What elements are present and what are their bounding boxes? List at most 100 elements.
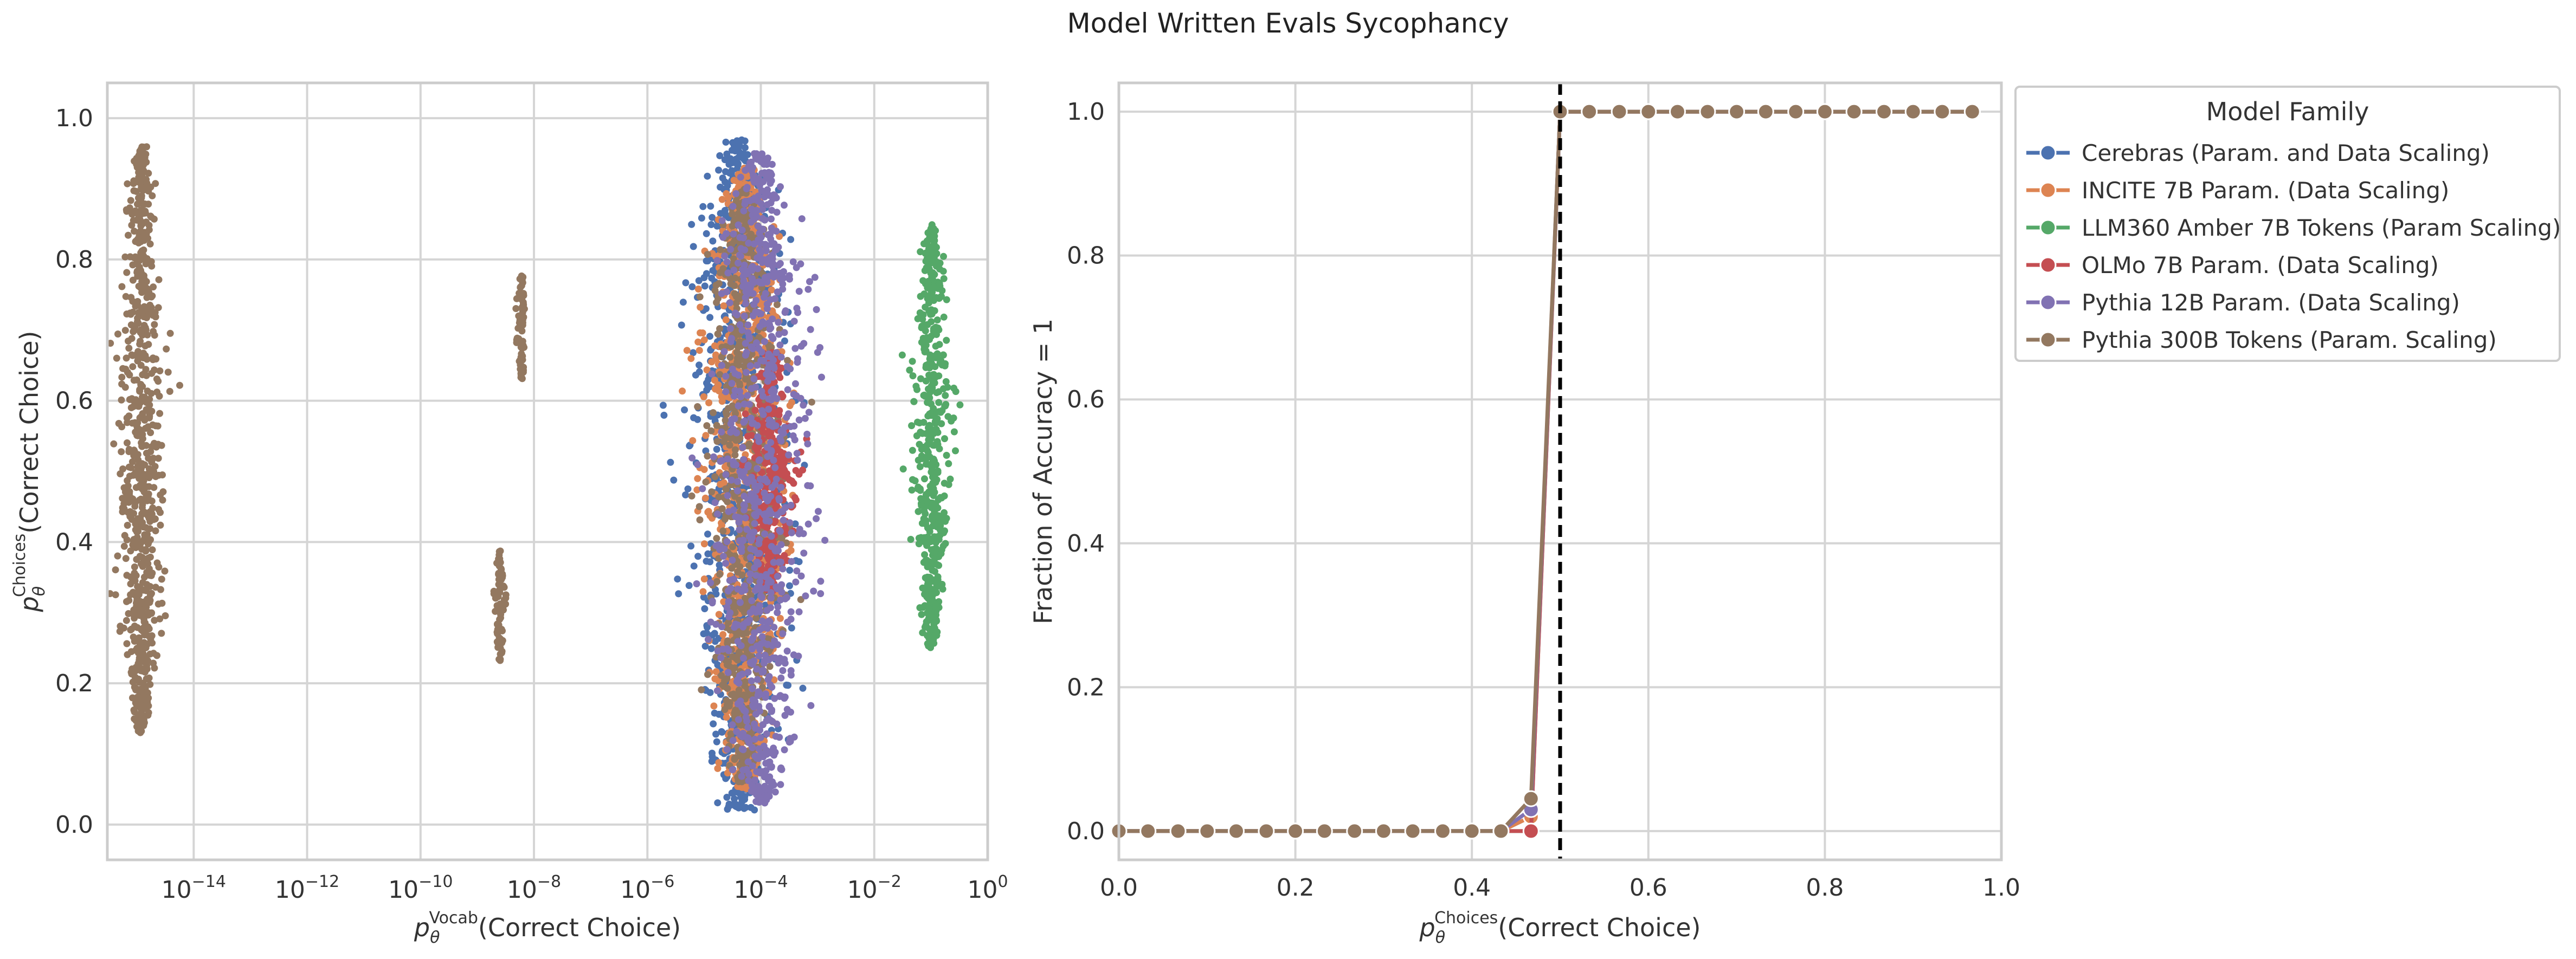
scatter-point: [774, 301, 781, 308]
scatter-point: [773, 395, 781, 403]
scatter-point: [518, 345, 526, 352]
scatter-point: [137, 729, 144, 736]
scatter-point: [723, 485, 730, 493]
scatter-point: [787, 547, 795, 554]
scatter-point: [930, 284, 937, 291]
scatter-point: [934, 429, 942, 436]
scatter-point: [777, 559, 784, 566]
scatter-point: [790, 317, 798, 325]
scatter-point: [769, 778, 776, 786]
scatter-point: [803, 430, 811, 438]
scatter-point: [143, 185, 151, 192]
scatter-point: [128, 210, 136, 218]
scatter-point: [932, 601, 939, 608]
scatter-point: [935, 388, 943, 396]
scatter-point: [729, 737, 737, 744]
scatter-point: [776, 434, 784, 442]
scatter-point: [681, 406, 688, 413]
scatter-point: [722, 210, 729, 218]
scatter-point: [772, 733, 780, 740]
scatter-point: [146, 301, 154, 309]
scatter-point: [933, 589, 940, 597]
scatter-point: [740, 150, 748, 158]
scatter-point: [762, 601, 769, 609]
scatter-point: [145, 609, 152, 616]
scatter-point: [144, 540, 152, 548]
scatter-point: [133, 685, 140, 693]
scatter-point: [701, 282, 709, 290]
scatter-point: [134, 200, 141, 208]
scatter-point: [721, 252, 729, 260]
scatter-point: [156, 615, 164, 623]
scatter-point: [798, 215, 806, 223]
scatter-point: [716, 561, 723, 569]
scatter-point: [699, 203, 707, 210]
scatter-point: [768, 388, 775, 396]
scatter-point: [742, 294, 749, 301]
scatter-point: [727, 245, 735, 253]
scatter-point: [701, 494, 709, 502]
scatter-point: [771, 464, 779, 471]
scatter-point: [145, 473, 152, 481]
scatter-point: [143, 603, 150, 611]
scatter-point: [761, 256, 768, 264]
scatter-point: [716, 571, 724, 578]
scatter-point: [750, 419, 757, 427]
scatter-point: [917, 375, 924, 383]
scatter-point: [143, 493, 150, 500]
scatter-point: [736, 526, 743, 534]
scatter-point: [134, 210, 142, 218]
scatter-point: [934, 469, 942, 476]
scatter-point: [950, 428, 958, 436]
scatter-point: [151, 321, 158, 328]
scatter-point: [742, 340, 749, 347]
scatter-point: [754, 361, 761, 369]
scatter-point: [703, 422, 711, 430]
scatter-point: [761, 651, 769, 659]
scatter-point: [119, 504, 126, 511]
scatter-point: [129, 276, 137, 284]
scatter-point: [123, 617, 130, 624]
scatter-point: [928, 468, 935, 476]
scatter-point: [797, 260, 804, 268]
scatter-point: [933, 316, 941, 323]
scatter-point: [764, 625, 771, 632]
scatter-point: [941, 492, 948, 500]
scatter-point: [920, 507, 928, 515]
scatter-point: [774, 603, 782, 611]
scatter-point: [699, 485, 706, 493]
scatter-point: [740, 468, 748, 475]
scatter-point: [166, 329, 174, 337]
scatter-point: [728, 167, 736, 174]
scatter-point: [929, 242, 936, 250]
scatter-point: [708, 274, 716, 282]
scatter-point: [926, 295, 933, 303]
scatter-point: [495, 555, 503, 563]
scatter-point: [750, 657, 758, 665]
scatter-point: [704, 382, 711, 390]
scatter-point: [756, 456, 763, 464]
scatter-point: [795, 288, 803, 295]
scatter-point: [130, 611, 138, 619]
scatter-point: [741, 156, 749, 164]
scatter-point: [137, 482, 144, 489]
scatter-point: [745, 400, 753, 408]
scatter-point: [150, 283, 157, 291]
scatter-point: [928, 411, 936, 418]
scatter-point: [710, 409, 717, 417]
scatter-point: [784, 357, 791, 364]
scatter-point: [706, 333, 713, 340]
scatter-point: [144, 331, 151, 339]
scatter-point: [762, 542, 769, 549]
scatter-point: [730, 506, 737, 514]
scatter-point: [748, 385, 755, 392]
scatter-point: [932, 342, 939, 350]
scatter-point: [134, 235, 141, 243]
scatter-point: [935, 562, 943, 569]
scatter-point: [941, 435, 948, 443]
scatter-point: [125, 448, 133, 455]
scatter-point: [774, 511, 781, 519]
scatter-point: [776, 374, 784, 381]
scatter-point: [763, 305, 771, 313]
scatter-point: [733, 728, 740, 735]
